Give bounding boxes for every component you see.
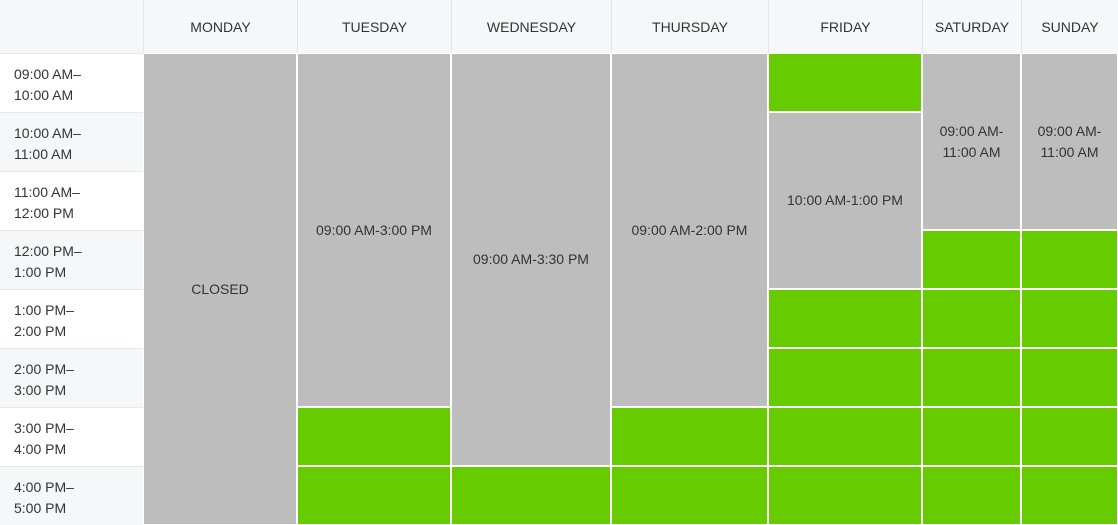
hours-block: 09:00 AM-2:00 PM [611,53,768,407]
time-slot-start: 10:00 AM– [14,125,81,141]
available-slot[interactable] [1021,230,1118,289]
day-header: SATURDAY [922,0,1021,53]
day-header-label: THURSDAY [652,18,728,35]
available-slot[interactable] [297,466,451,525]
day-header: FRIDAY [768,0,922,53]
hours-block: 09:00 AM-11:00 AM [1021,53,1118,230]
available-slot[interactable] [1021,407,1118,466]
time-slot-label: 10:00 AM– 11:00 AM [0,112,143,171]
available-slot[interactable] [922,348,1021,407]
hours-block: 10:00 AM-1:00 PM [768,112,922,289]
day-header-label: SATURDAY [934,18,1010,35]
time-slot-end: 2:00 PM [14,323,67,339]
time-slot-label: 09:00 AM– 10:00 AM [0,53,143,112]
block-label: CLOSED [191,280,249,297]
day-header-label: TUESDAY [341,18,408,35]
day-header-label: MONDAY [190,18,251,35]
time-slot-label: 3:00 PM– 4:00 PM [0,407,143,466]
closed-block: CLOSED [143,53,297,525]
available-slot[interactable] [1021,348,1118,407]
hours-block: 09:00 AM-3:30 PM [451,53,611,466]
time-slot-label: 2:00 PM– 3:00 PM [0,348,143,407]
available-slot[interactable] [768,407,922,466]
hours-block: 09:00 AM-11:00 AM [922,53,1021,230]
available-slot[interactable] [922,289,1021,348]
day-header-label: WEDNESDAY [486,18,577,35]
time-slot-start: 3:00 PM– [14,420,74,436]
available-slot[interactable] [768,289,922,348]
time-slot-end: 12:00 PM [14,205,74,221]
available-slot[interactable] [611,466,768,525]
time-slot-label: 11:00 AM– 12:00 PM [0,171,143,230]
available-slot[interactable] [297,407,451,466]
time-slot-end: 4:00 PM [14,441,67,457]
block-label: 09:00 AM-3:00 PM [316,221,432,238]
time-slot-end: 1:00 PM [14,264,67,280]
hours-block: 09:00 AM-3:00 PM [297,53,451,407]
available-slot[interactable] [1021,289,1118,348]
available-slot[interactable] [451,466,611,525]
day-header: THURSDAY [611,0,768,53]
time-slot-label: 12:00 PM– 1:00 PM [0,230,143,289]
available-slot[interactable] [1021,466,1118,525]
time-slot-end: 11:00 AM [14,146,73,162]
time-slot-label: 4:00 PM– 5:00 PM [0,466,143,525]
time-slot-start: 1:00 PM– [14,302,74,318]
day-header: TUESDAY [297,0,451,53]
time-slot-end: 10:00 AM [14,87,74,103]
available-slot[interactable] [768,466,922,525]
block-label: 10:00 AM-1:00 PM [787,192,903,208]
available-slot[interactable] [922,407,1021,466]
time-slot-start: 2:00 PM– [14,361,74,377]
day-header: WEDNESDAY [451,0,611,53]
time-slot-end: 5:00 PM [14,500,67,516]
block-label: 09:00 AM-11:00 AM [939,122,1004,160]
block-label: 09:00 AM-2:00 PM [631,221,748,238]
time-slot-start: 09:00 AM– [14,66,81,82]
day-header-label: SUNDAY [1041,18,1099,35]
block-label: 09:00 AM-3:30 PM [473,251,589,267]
time-slot-label: 1:00 PM– 2:00 PM [0,289,143,348]
available-slot[interactable] [922,466,1021,525]
day-header: SUNDAY [1021,0,1118,53]
time-slot-end: 3:00 PM [14,382,67,398]
corner-cell [0,0,143,53]
time-slot-start: 11:00 AM– [14,184,80,200]
available-slot[interactable] [922,230,1021,289]
available-slot[interactable] [611,407,768,466]
day-header-label: FRIDAY [820,18,871,35]
block-label: 09:00 AM-11:00 AM [1037,122,1102,160]
day-header: MONDAY [143,0,297,53]
time-slot-start: 4:00 PM– [14,479,74,495]
available-slot[interactable] [768,348,922,407]
time-slot-start: 12:00 PM– [14,243,82,259]
available-slot[interactable] [768,53,922,112]
